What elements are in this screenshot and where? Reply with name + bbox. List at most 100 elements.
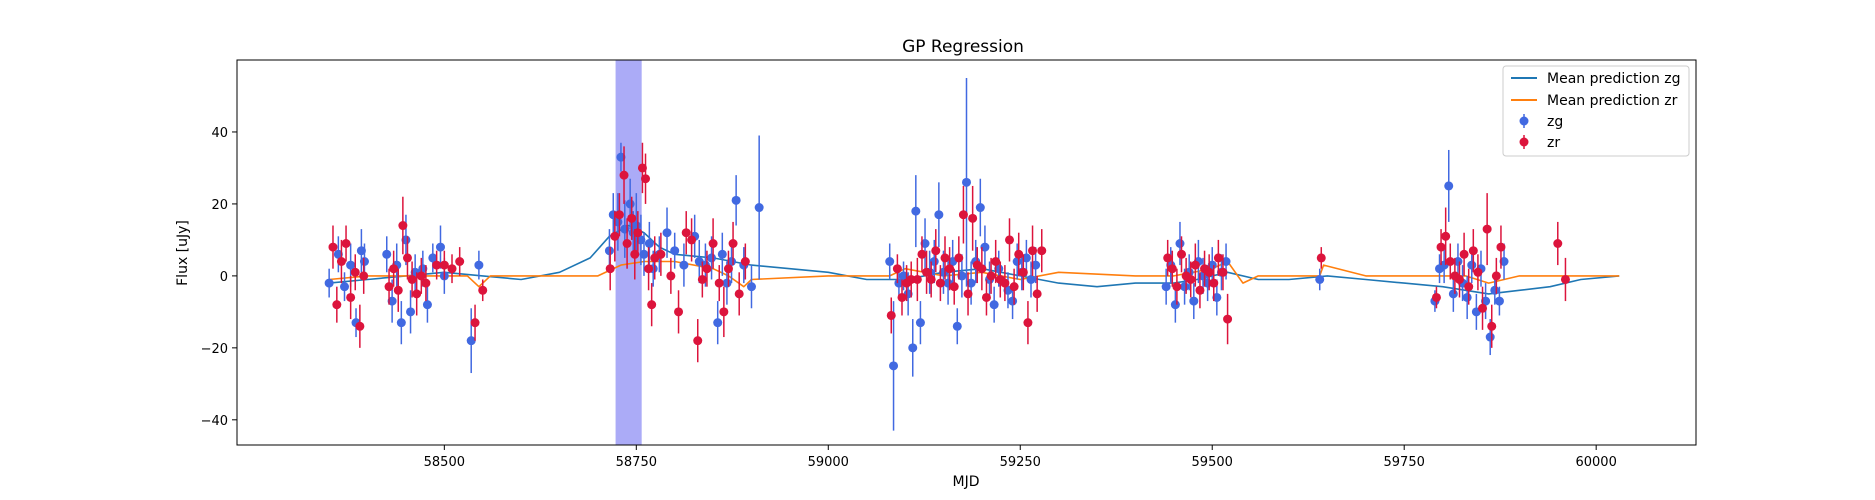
mean-prediction-line-zg: [329, 224, 1620, 295]
data-point-zg: [989, 286, 999, 323]
point-marker: [897, 292, 907, 302]
point-marker: [396, 318, 406, 328]
point-marker: [428, 253, 438, 263]
data-point-zr: [647, 283, 657, 327]
point-marker: [389, 264, 399, 274]
data-point-zr: [949, 268, 959, 305]
data-point-zg: [1444, 149, 1454, 222]
point-marker: [1468, 246, 1478, 256]
point-marker: [336, 256, 346, 266]
data-point-zr: [470, 304, 480, 341]
data-point-zr: [644, 247, 654, 291]
x-axis-label: MJD: [953, 474, 980, 490]
point-marker: [1195, 285, 1205, 295]
point-marker: [1444, 181, 1454, 191]
point-marker: [1023, 318, 1033, 328]
point-marker: [934, 210, 944, 220]
data-point-zr: [1482, 193, 1492, 266]
chart-title: GP Regression: [902, 37, 1024, 57]
point-marker: [1499, 256, 1509, 266]
point-marker: [455, 256, 465, 266]
data-point-zr: [708, 218, 718, 269]
point-marker: [1175, 239, 1185, 249]
point-marker: [1180, 282, 1190, 292]
point-marker: [1190, 260, 1200, 270]
data-point-zg: [920, 218, 930, 269]
data-point-zg: [1315, 268, 1325, 291]
data-point-zr: [350, 254, 360, 291]
data-point-zg: [980, 225, 990, 269]
point-marker: [931, 246, 941, 256]
data-point-zr: [359, 257, 369, 294]
point-marker: [954, 253, 964, 263]
legend-swatch-zr-point: [1519, 137, 1529, 147]
point-marker: [679, 260, 689, 270]
data-point-zg: [333, 236, 343, 273]
point-marker: [981, 292, 991, 302]
point-marker: [1172, 282, 1182, 292]
data-point-zg: [934, 182, 944, 248]
data-point-zr: [723, 250, 733, 287]
y-tick-label: 0: [220, 270, 228, 285]
point-marker: [908, 343, 918, 353]
data-point-zg: [889, 301, 899, 431]
data-point-zr: [1223, 293, 1233, 345]
data-point-zr: [402, 236, 412, 280]
point-marker: [346, 292, 356, 302]
point-marker: [966, 278, 976, 288]
data-point-zr: [734, 272, 744, 316]
point-marker: [1487, 321, 1497, 331]
data-points-layer: [324, 77, 1570, 431]
point-marker: [1553, 239, 1563, 249]
point-marker: [1491, 271, 1501, 281]
point-marker: [963, 289, 973, 299]
point-marker: [975, 203, 985, 213]
point-marker: [432, 260, 442, 270]
point-marker: [746, 282, 756, 292]
data-point-zg: [1481, 283, 1491, 320]
data-point-zg: [962, 77, 971, 287]
point-marker: [359, 271, 369, 281]
point-marker: [1209, 278, 1219, 288]
point-marker: [1167, 264, 1177, 274]
point-marker: [940, 253, 950, 263]
data-point-zr: [1468, 229, 1478, 273]
point-marker: [1448, 289, 1458, 299]
data-point-zr: [455, 247, 465, 276]
point-marker: [412, 289, 422, 299]
data-point-zr: [935, 265, 945, 302]
point-marker: [1218, 267, 1228, 277]
point-marker: [949, 282, 959, 292]
data-point-zg: [662, 207, 672, 258]
y-tick-label: 20: [211, 198, 228, 213]
data-point-zg: [952, 308, 962, 345]
point-marker: [962, 177, 971, 187]
point-marker: [952, 321, 962, 331]
data-point-zr: [693, 319, 703, 363]
data-point-zg: [1494, 286, 1504, 316]
point-marker: [398, 221, 408, 231]
point-marker: [1186, 274, 1196, 284]
data-point-zr: [674, 290, 684, 334]
legend: Mean prediction zg Mean prediction zr zg…: [1502, 65, 1690, 157]
point-marker: [416, 271, 426, 281]
point-marker: [1490, 285, 1500, 295]
point-marker: [332, 300, 342, 310]
point-marker: [627, 213, 637, 223]
point-marker: [1018, 267, 1028, 277]
point-marker: [333, 249, 343, 259]
data-point-zr: [633, 211, 643, 255]
data-point-zr: [977, 247, 987, 291]
data-point-zr: [912, 257, 922, 302]
data-point-zg: [885, 243, 895, 280]
data-point-zr: [892, 254, 902, 284]
x-tick-label: 58500: [424, 455, 465, 470]
data-point-zr: [926, 261, 936, 298]
data-point-zg: [1189, 283, 1199, 320]
data-point-zr: [421, 265, 431, 302]
point-marker: [470, 318, 480, 328]
point-marker: [1431, 292, 1441, 302]
point-marker: [644, 264, 654, 274]
point-marker: [1204, 267, 1214, 277]
